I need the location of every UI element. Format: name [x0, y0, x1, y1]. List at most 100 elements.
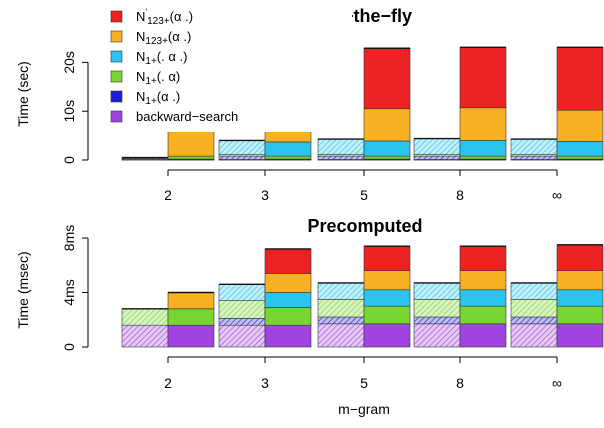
top-y-axis-title: Time (sec)	[15, 61, 31, 127]
bottom-bar-segment-solid	[264, 307, 312, 326]
top-bar-segment-solid	[363, 155, 411, 160]
top-bar-segment-solid	[167, 155, 215, 160]
bottom-bar-segment-hatched	[317, 282, 365, 300]
top-bar-segment-hatched	[317, 155, 365, 160]
bottom-bar-segment-solid	[264, 324, 312, 348]
top-y-tick-label: 0	[61, 156, 77, 164]
legend-swatch	[110, 30, 123, 43]
top-bar-segment-solid	[363, 108, 411, 142]
bottom-bar-segment-solid	[459, 245, 507, 272]
top-x-tick-label: 5	[360, 187, 368, 203]
legend-label: N1+(. α)	[136, 69, 180, 87]
legend-label: N1+(α .)	[136, 89, 180, 107]
bottom-bar-segment-solid	[556, 244, 604, 272]
legend-swatch	[110, 10, 123, 23]
top-bar-segment-solid	[363, 47, 411, 110]
bottom-bar-segment-solid	[167, 292, 215, 310]
bottom-bar-segment-hatched	[317, 323, 365, 348]
bottom-bar-segment-solid	[459, 323, 507, 348]
bottom-y-tick-label: 4ms	[61, 279, 77, 305]
top-bar-segment-solid	[556, 46, 604, 111]
bottom-bar-segment-solid	[556, 305, 604, 325]
legend: N'123+(α .) N123+(α .) N1+(. α .) N1+(. α) N…	[104, 4, 352, 132]
bottom-bar-segment-hatched	[218, 318, 266, 326]
top-bar-segment-hatched	[510, 138, 558, 155]
bottom-bar-segment-solid	[459, 305, 507, 325]
bottom-bar-segment-solid	[363, 245, 411, 272]
legend-swatch	[110, 110, 123, 123]
bottom-x-tick-label: 3	[261, 375, 269, 391]
top-bar-segment-hatched	[218, 155, 266, 160]
bottom-bar-segment-solid	[363, 289, 411, 307]
top-y-tick-label: 10s	[61, 100, 77, 123]
bottom-x-tick-label: ∞	[552, 375, 562, 391]
bottom-bar-segment-hatched	[121, 308, 169, 326]
top-bar-segment-solid	[459, 155, 507, 160]
bottom-bar-segment-hatched	[218, 324, 266, 348]
bottom-y-tick-label: 0	[61, 343, 77, 351]
bottom-panel-title: Precomputed	[307, 216, 422, 236]
top-bar-segment-hatched	[510, 155, 558, 160]
bottom-bar-segment-solid	[556, 323, 604, 348]
legend-background	[104, 4, 352, 132]
bottom-bar-segment-hatched	[413, 299, 461, 318]
bottom-bar-segment-hatched	[218, 284, 266, 301]
top-bar-segment-solid	[363, 140, 411, 157]
bottom-bar-segment-hatched	[510, 282, 558, 300]
top-bar-segment-hatched	[413, 155, 461, 160]
bottom-bar-segment-hatched	[317, 316, 365, 325]
top-x-tick-label: 2	[164, 187, 172, 203]
legend-swatch	[110, 50, 123, 63]
bottom-bar-segment-hatched	[317, 299, 365, 318]
bottom-x-tick-label: 5	[360, 375, 368, 391]
top-y-tick-label: 20s	[61, 51, 77, 74]
bottom-y-tick-label: 8ms	[61, 225, 77, 251]
top-x-tick-label: ∞	[552, 187, 562, 203]
top-bar-segment-solid	[264, 141, 312, 157]
legend-label: N'123+(α .)	[136, 7, 193, 27]
bottom-bar-segment-hatched	[413, 282, 461, 300]
bottom-x-tick-label: 2	[164, 375, 172, 391]
top-bar-segment-solid	[459, 107, 507, 141]
top-bar-segment-solid	[264, 155, 312, 160]
bottom-bar-segment-solid	[167, 308, 215, 326]
bottom-bar-segment-hatched	[510, 299, 558, 318]
bottom-bar-segment-solid	[363, 323, 411, 348]
top-bar-segment-solid	[556, 109, 604, 142]
top-bar-segment-solid	[556, 155, 604, 160]
bottom-bar-segment-hatched	[218, 300, 266, 319]
bottom-bar-segment-hatched	[510, 323, 558, 348]
bottom-bar-segment-hatched	[121, 324, 169, 348]
legend-swatch	[110, 70, 123, 83]
bottom-y-axis-title: Time (msec)	[15, 251, 31, 328]
bottom-x-tick-label: 8	[456, 375, 464, 391]
bottom-bar-segment-solid	[167, 324, 215, 348]
bottom-bar-segment-solid	[264, 248, 312, 274]
legend-label: N123+(α .)	[136, 29, 191, 47]
bottom-bar-segment-hatched	[413, 323, 461, 348]
bottom-bar-segment-solid	[363, 270, 411, 291]
bottom-bar-segment-solid	[459, 289, 507, 307]
top-bar-segment-solid	[459, 140, 507, 157]
bottom-bar-segment-solid	[556, 270, 604, 291]
legend-swatch	[110, 90, 123, 103]
bottom-bar-segment-hatched	[413, 316, 461, 325]
top-bar-segment-solid	[556, 141, 604, 157]
bottom-bar-segment-solid	[363, 305, 411, 325]
bottom-bar-segment-solid	[264, 292, 312, 308]
top-bar-segment-solid	[459, 46, 507, 109]
x-axis-title: m−gram	[338, 401, 390, 417]
bottom-bar-segment-solid	[556, 289, 604, 307]
bottom-plot-area: 0 4ms 8ms 2 3 5 8 ∞	[61, 225, 604, 391]
top-bar-segment-hatched	[218, 140, 266, 155]
top-x-tick-label: 8	[456, 187, 464, 203]
legend-label: N1+(. α .)	[136, 49, 187, 67]
legend-label: backward−search	[136, 109, 238, 124]
bottom-bar-segment-solid	[264, 273, 312, 293]
top-x-tick-label: 3	[261, 187, 269, 203]
bottom-bar-segment-solid	[459, 270, 507, 291]
top-bar-segment-hatched	[317, 138, 365, 155]
top-bar-segment-hatched	[413, 138, 461, 155]
